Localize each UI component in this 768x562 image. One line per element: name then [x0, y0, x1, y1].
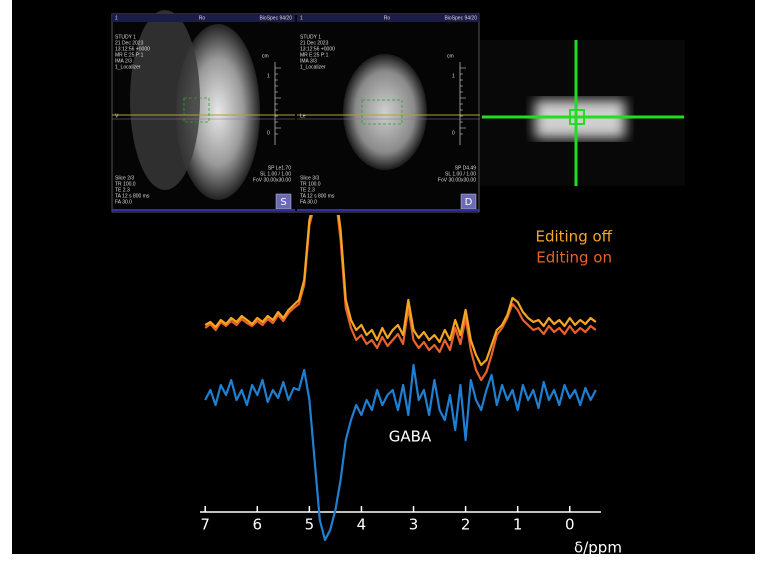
figure: 7 6 5 4 3 2 1 0 δ/ppm Editing off Editing on GABA 1…: [0, 0, 768, 562]
x-axis-label: δ/ppm: [574, 539, 622, 557]
brain-axial: [343, 54, 427, 170]
x-tick-label: 0: [565, 516, 575, 534]
x-tick-label: 6: [253, 516, 263, 534]
x-tick-label: 4: [357, 516, 367, 534]
x-tick-label: 2: [461, 516, 471, 534]
header-text: 1: [300, 15, 303, 21]
scale-label: 1: [267, 73, 270, 79]
header-text: BioSpec 94/20: [444, 15, 477, 21]
legend-entry: Editing off: [535, 228, 612, 246]
spatial-text: FoV 30.00x30.00: [438, 177, 476, 183]
voxel-signal: [535, 100, 625, 138]
scale-unit: cm: [262, 53, 269, 59]
header-text: BioSpec 94/20: [259, 15, 292, 21]
spatial-text: FoV 30.00x30.00: [253, 177, 291, 183]
scale-label: 1: [452, 73, 455, 79]
scale-unit: cm: [447, 53, 454, 59]
x-tick-label: 3: [409, 516, 419, 534]
info-text: 1_Localizer: [115, 64, 141, 70]
scale-label: 0: [267, 130, 270, 136]
head-tissue: [130, 10, 200, 190]
scale-label: 0: [452, 130, 455, 136]
x-tick-label: 1: [513, 516, 523, 534]
x-tick-label: 5: [305, 516, 315, 534]
param-text: FA 30.0: [300, 199, 317, 205]
x-tick-label: 7: [200, 516, 210, 534]
header-text: 1: [115, 15, 118, 21]
corner-letter: D: [465, 197, 473, 208]
param-text: FA 30.0: [115, 199, 132, 205]
annotation: GABA: [389, 428, 432, 446]
page: {"chart_data": {"type": "line", "x_label…: [0, 0, 768, 562]
info-text: 1_Localizer: [300, 64, 326, 70]
header-text: Ro: [199, 15, 206, 21]
header-text: Ro: [384, 15, 391, 21]
corner-letter: S: [280, 197, 286, 208]
legend-entry: Editing on: [536, 249, 612, 267]
orientation-marker: Le: [300, 113, 306, 119]
